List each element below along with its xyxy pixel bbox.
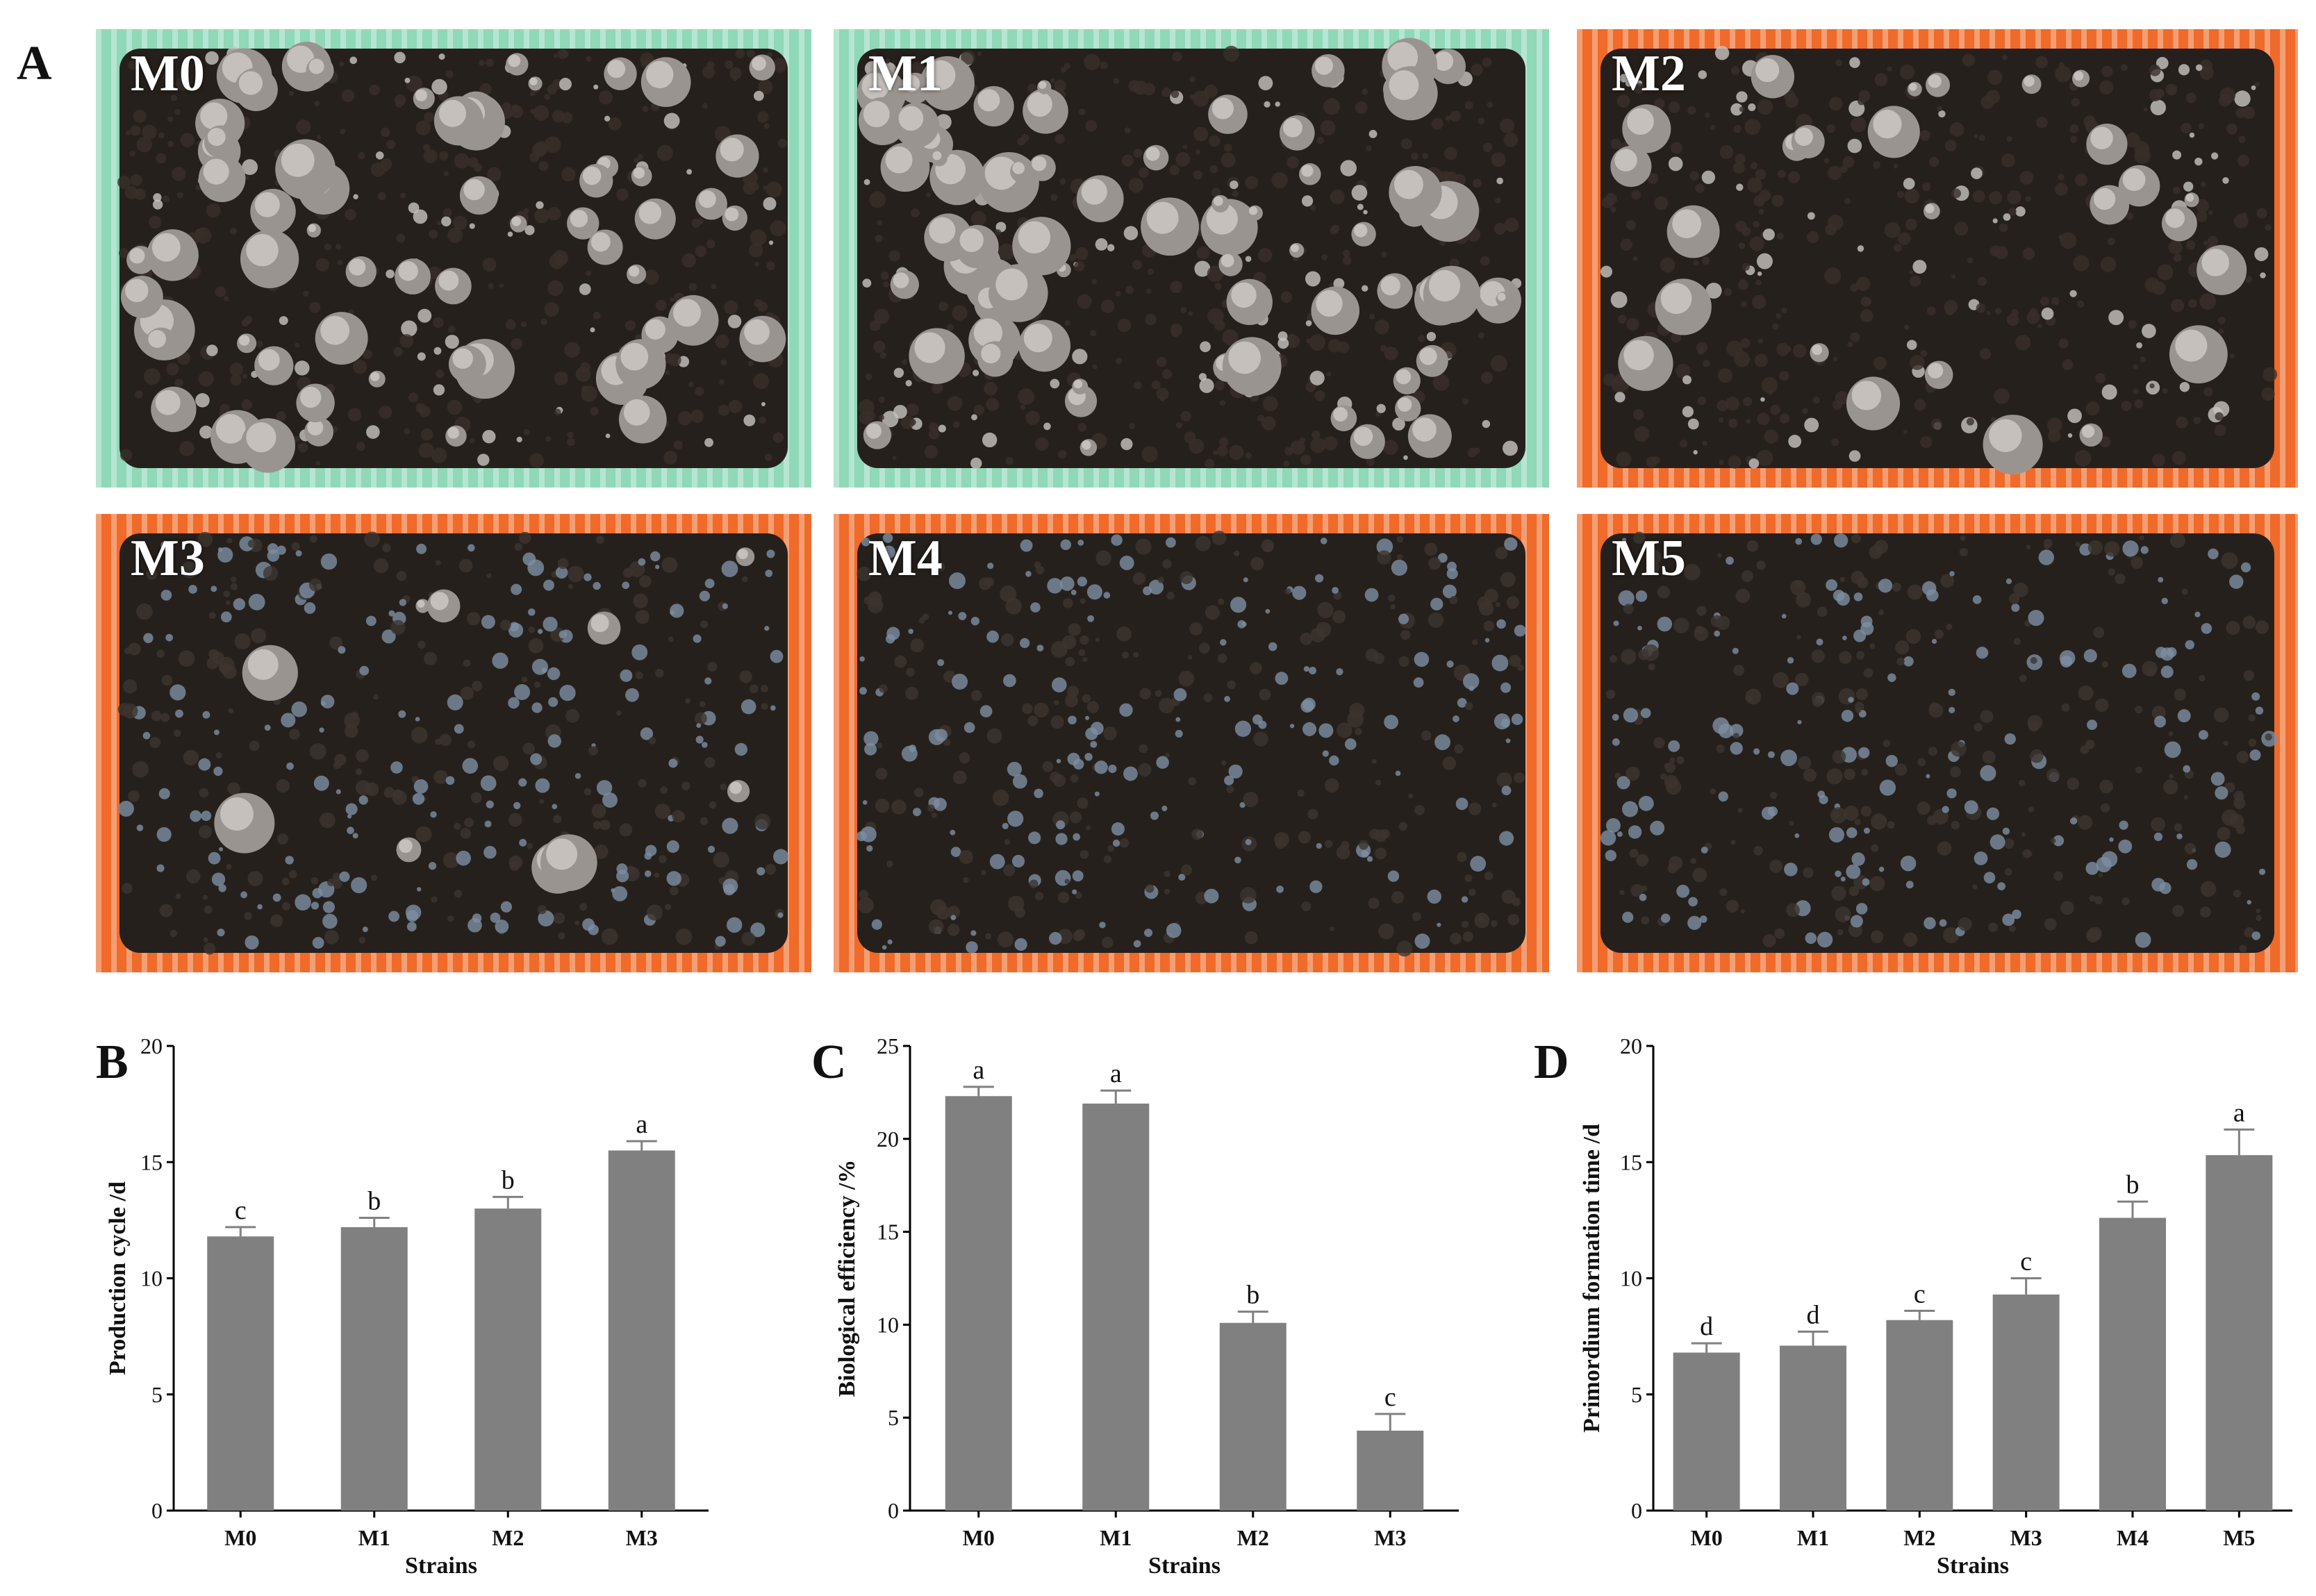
photo-label: M1 xyxy=(868,45,943,102)
y-tick-label: 15 xyxy=(1620,1149,1642,1174)
bar-m4 xyxy=(2099,1217,2166,1511)
y-tick-label: 25 xyxy=(877,1033,899,1058)
bar-m1 xyxy=(1082,1103,1150,1511)
y-tick-label: 20 xyxy=(140,1033,163,1058)
y-tick-label: 5 xyxy=(151,1382,163,1407)
significance-label: a xyxy=(636,1110,647,1139)
x-tick-label: M0 xyxy=(963,1525,995,1550)
significance-label: b xyxy=(502,1165,515,1195)
significance-label: c xyxy=(1914,1279,1926,1308)
photo-m2: M2 xyxy=(1577,29,2298,488)
y-tick-label: 15 xyxy=(877,1220,899,1245)
x-tick-label: M2 xyxy=(1237,1525,1269,1550)
y-tick-label: 0 xyxy=(1631,1498,1642,1523)
bar-m0 xyxy=(945,1096,1012,1511)
photo-label: M0 xyxy=(131,45,205,102)
significance-label: c xyxy=(1384,1383,1396,1412)
x-axis-label: Strains xyxy=(1937,1553,2009,1579)
y-tick-label: 10 xyxy=(140,1266,163,1291)
x-tick-label: M3 xyxy=(626,1525,658,1550)
significance-label: a xyxy=(973,1056,984,1085)
photo-m4: M4 xyxy=(834,514,1549,972)
x-tick-label: M4 xyxy=(2117,1525,2149,1550)
photo-label: M3 xyxy=(131,530,205,587)
y-tick-label: 5 xyxy=(1631,1382,1642,1407)
bar-m1 xyxy=(1780,1345,1846,1511)
panel-letter-c: C xyxy=(811,1036,847,1089)
photo-label: M2 xyxy=(1612,45,1686,102)
chart-svg: 0 5 10 15 20 25 Biological efficiency /% a M0 a M1… xyxy=(834,1033,1459,1579)
significance-label: a xyxy=(1110,1059,1122,1088)
x-tick-label: M1 xyxy=(358,1525,390,1550)
bar-m0 xyxy=(207,1236,274,1511)
bar-m2 xyxy=(1219,1322,1287,1511)
bar-m2 xyxy=(474,1208,542,1511)
y-tick-label: 10 xyxy=(877,1312,899,1337)
photo-image xyxy=(1577,29,2298,488)
bar-m3 xyxy=(1357,1430,1424,1511)
x-tick-label: M1 xyxy=(1100,1525,1132,1550)
bar-m3 xyxy=(1992,1294,2060,1511)
x-axis-label: Strains xyxy=(405,1553,477,1579)
significance-label: a xyxy=(2233,1098,2245,1127)
y-axis-label: Biological efficiency /% xyxy=(834,1160,860,1397)
chart-d: 0 5 10 15 20 Primordium formation time /d d M0 d… xyxy=(1514,1028,2313,1596)
significance-label: d xyxy=(1700,1312,1713,1341)
photo-image xyxy=(96,29,811,488)
photo-image xyxy=(96,514,811,972)
significance-label: c xyxy=(2020,1247,2032,1277)
photo-m5: M5 xyxy=(1577,514,2298,972)
x-tick-label: M5 xyxy=(2223,1525,2255,1550)
x-tick-label: M3 xyxy=(1374,1525,1406,1550)
photo-m3: M3 xyxy=(96,514,811,972)
photo-image xyxy=(1577,514,2298,972)
y-tick-label: 15 xyxy=(140,1149,163,1174)
x-tick-label: M2 xyxy=(1903,1525,1935,1550)
significance-label: d xyxy=(1807,1300,1820,1329)
y-tick-label: 5 xyxy=(888,1405,899,1430)
bar-m5 xyxy=(2206,1155,2273,1511)
significance-label: b xyxy=(2126,1170,2140,1199)
y-tick-label: 0 xyxy=(888,1498,899,1523)
x-tick-label: M0 xyxy=(224,1525,256,1550)
photo-m1: M1 xyxy=(834,29,1549,488)
y-tick-label: 20 xyxy=(877,1127,899,1152)
chart-svg: 0 5 10 15 20 Primordium formation time /d d M0 d… xyxy=(1579,1033,2292,1579)
x-axis-label: Strains xyxy=(1148,1553,1221,1579)
photo-image xyxy=(834,29,1549,488)
x-tick-label: M3 xyxy=(2010,1525,2042,1550)
bar-m3 xyxy=(608,1150,675,1511)
panel-letter-a: A xyxy=(17,37,52,90)
chart-c: 0 5 10 15 20 25 Biological efficiency /% a M0 a M1… xyxy=(771,1028,1535,1596)
bar-m0 xyxy=(1673,1352,1740,1511)
x-tick-label: M0 xyxy=(1691,1525,1723,1550)
chart-svg: 0 5 10 15 20 Production cycle /d c M0 b M1 b M2 a M3 S… xyxy=(105,1033,709,1579)
photo-label: M4 xyxy=(868,530,943,587)
significance-label: b xyxy=(367,1187,381,1216)
chart-b: 0 5 10 15 20 Production cycle /d c M0 b M1 b M2 a M3 S… xyxy=(0,1028,764,1596)
photo-image xyxy=(834,514,1549,972)
x-tick-label: M2 xyxy=(492,1525,524,1550)
y-tick-label: 10 xyxy=(1620,1266,1642,1291)
y-axis-label: Production cycle /d xyxy=(105,1181,131,1375)
panel-letter-b: B xyxy=(96,1036,129,1089)
panel-letter-d: D xyxy=(1534,1036,1569,1089)
bar-m2 xyxy=(1886,1320,1953,1511)
bar-m1 xyxy=(340,1227,408,1511)
x-tick-label: M1 xyxy=(1797,1525,1829,1550)
y-tick-label: 0 xyxy=(151,1498,163,1523)
y-tick-label: 20 xyxy=(1620,1033,1642,1058)
significance-label: b xyxy=(1246,1281,1259,1310)
y-axis-label: Primordium formation time /d xyxy=(1579,1124,1605,1433)
significance-label: c xyxy=(235,1196,247,1225)
photo-label: M5 xyxy=(1612,530,1686,587)
photo-m0: M0 xyxy=(96,29,811,488)
